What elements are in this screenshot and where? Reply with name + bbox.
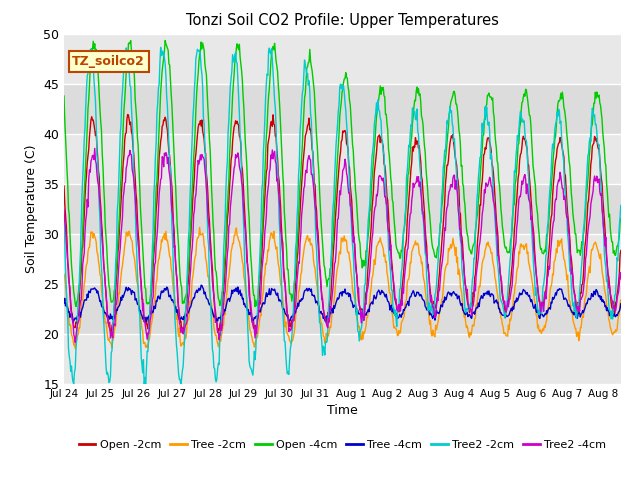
X-axis label: Time: Time: [327, 405, 358, 418]
Legend: Open -2cm, Tree -2cm, Open -4cm, Tree -4cm, Tree2 -2cm, Tree2 -4cm: Open -2cm, Tree -2cm, Open -4cm, Tree -4…: [74, 435, 611, 454]
Text: TZ_soilco2: TZ_soilco2: [72, 55, 145, 68]
Bar: [64, 84, 621, 134]
Bar: [64, 184, 621, 234]
Title: Tonzi Soil CO2 Profile: Upper Temperatures: Tonzi Soil CO2 Profile: Upper Temperatur…: [186, 13, 499, 28]
Bar: [64, 284, 621, 334]
Y-axis label: Soil Temperature (C): Soil Temperature (C): [24, 144, 38, 273]
